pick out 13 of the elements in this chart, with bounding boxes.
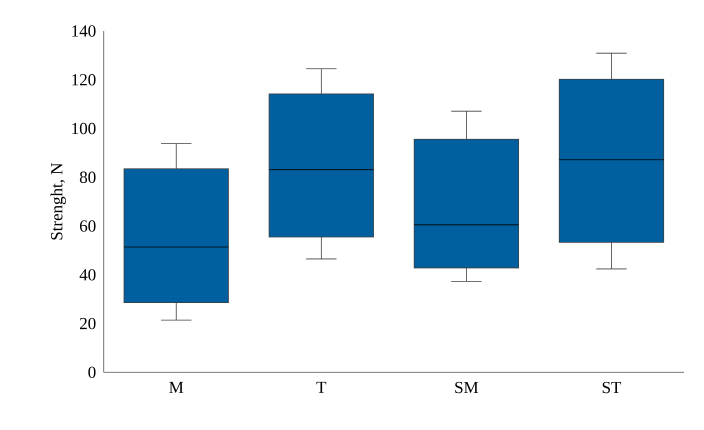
- y-tick-label: 120: [72, 74, 96, 86]
- x-tick-label: ST: [602, 382, 622, 394]
- x-tick-label: M: [169, 382, 184, 393]
- y-tick-label: 80: [80, 172, 96, 183]
- y-tick-label: 100: [72, 122, 96, 134]
- y-axis-title: Strenght, N: [50, 163, 66, 240]
- x-tick-label: T: [316, 382, 326, 393]
- y-tick-label: 0: [88, 366, 96, 378]
- y-tick-label: 20: [80, 318, 96, 330]
- y-tick-label: 40: [80, 269, 96, 281]
- y-tick-label: 60: [80, 220, 96, 232]
- y-tick-label: 140: [72, 25, 96, 37]
- x-tick-label: SM: [455, 382, 478, 394]
